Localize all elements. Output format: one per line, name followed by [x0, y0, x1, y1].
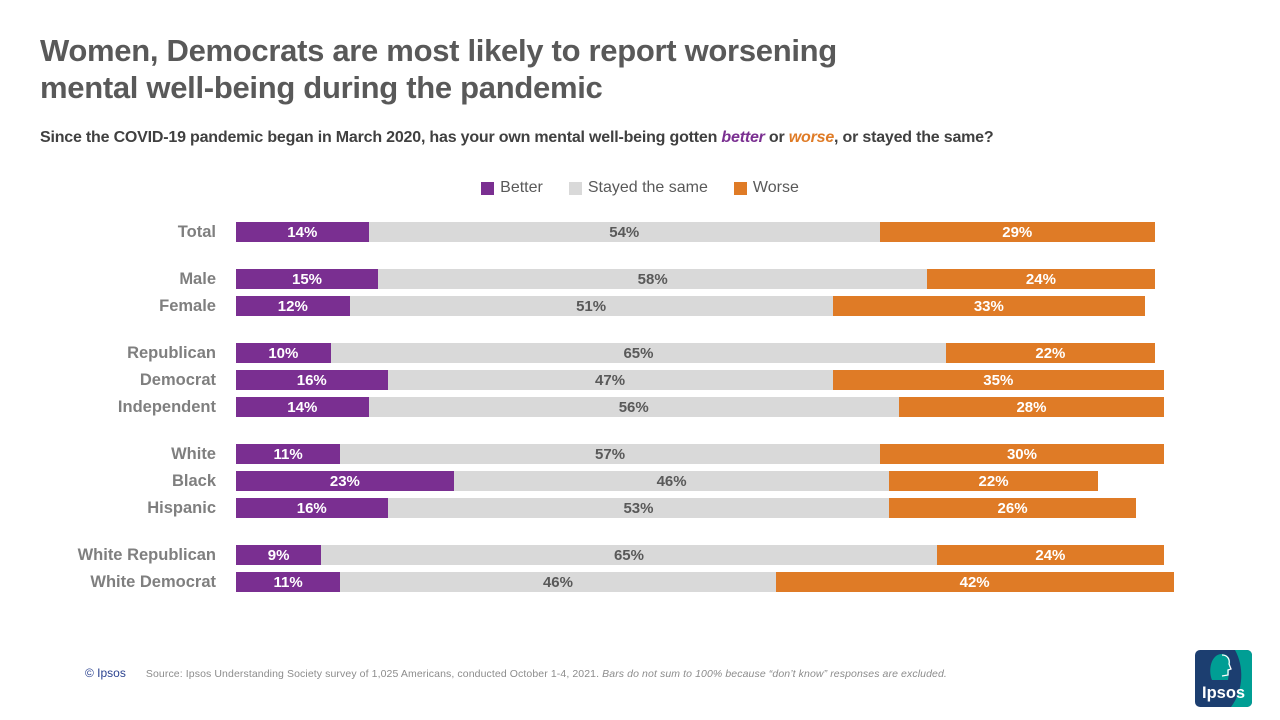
ipsos-logo-face-profile-icon — [1221, 654, 1232, 677]
legend: Better Stayed the same Worse — [0, 179, 1280, 197]
chart-row: Female 12% 51% 33% — [40, 296, 1203, 316]
category-label: Democrat — [139, 370, 216, 389]
source-note: Source: Ipsos Understanding Society surv… — [146, 668, 947, 680]
stacked-bar: 14% 54% 29% — [236, 222, 1183, 242]
chart-row: Republican 10% 65% 22% — [40, 343, 1203, 363]
category-label: White — [171, 444, 216, 463]
stacked-bar: 23% 46% 22% — [236, 471, 1183, 491]
chart-row: Democrat 16% 47% 35% — [40, 370, 1203, 390]
bar-segment-better: 11% — [236, 444, 341, 464]
bar-segment-worse: 26% — [889, 498, 1136, 518]
bar-segment-same: 51% — [349, 296, 833, 316]
stacked-bar: 10% 65% 22% — [236, 343, 1183, 363]
bar-segment-better: 16% — [236, 370, 388, 390]
bar-segment-worse: 24% — [927, 269, 1155, 289]
category-label: White Republican — [77, 545, 216, 564]
bar-segment-better: 16% — [236, 498, 388, 518]
bar-segment-better: 10% — [236, 343, 331, 363]
ipsos-logo-teal-curve — [1231, 650, 1252, 707]
bar-segment-same: 46% — [453, 471, 890, 491]
legend-label: Stayed the same — [587, 179, 708, 196]
chart-row: Total 14% 54% 29% — [40, 222, 1203, 242]
legend-swatch-icon — [733, 181, 747, 195]
category-label: Male — [179, 269, 216, 288]
category-label: Black — [171, 471, 216, 490]
survey-question-prefix: Since the COVID-19 pandemic began in Mar… — [40, 129, 722, 146]
ipsos-logo: Ipsos — [1195, 650, 1252, 707]
category-label: Republican — [127, 343, 216, 362]
bar-segment-same: 65% — [321, 545, 937, 565]
source-note-regular: Source: Ipsos Understanding Society surv… — [145, 668, 603, 680]
stacked-bar: 16% 53% 26% — [236, 498, 1183, 518]
bar-segment-same: 54% — [368, 222, 880, 242]
page-title-line2: mental well-being during the pandemic — [40, 70, 603, 105]
bar-segment-better: 23% — [236, 471, 454, 491]
page-title: Women, Democrats are most likely to repo… — [40, 32, 1140, 106]
chart-row: White Republican 9% 65% 24% — [40, 545, 1203, 565]
bar-segment-better: 9% — [236, 545, 322, 565]
chart-row: White Democrat 11% 46% 42% — [40, 572, 1203, 592]
chart-row: Hispanic 16% 53% 26% — [40, 498, 1203, 518]
stacked-bar: 12% 51% 33% — [236, 296, 1183, 316]
legend-label: Better — [500, 179, 543, 196]
bar-segment-worse: 42% — [775, 572, 1174, 592]
bar-segment-better: 14% — [236, 397, 369, 417]
stacked-bar: 9% 65% 24% — [236, 545, 1183, 565]
bar-segment-worse: 22% — [889, 471, 1098, 491]
bar-segment-same: 56% — [368, 397, 899, 417]
category-label: White Democrat — [90, 572, 216, 591]
bar-segment-same: 53% — [387, 498, 890, 518]
chart-row: Male 15% 58% 24% — [40, 269, 1203, 289]
stacked-bar: 14% 56% 28% — [236, 397, 1183, 417]
bar-segment-better: 12% — [236, 296, 350, 316]
stacked-bar: 11% 46% 42% — [236, 572, 1183, 592]
bar-segment-worse: 28% — [898, 397, 1165, 417]
bar-segment-worse: 30% — [879, 444, 1165, 464]
category-label: Independent — [117, 397, 216, 416]
chart-row: Black 23% 46% 22% — [40, 471, 1203, 491]
legend-item-same: Stayed the same — [568, 179, 708, 197]
copyright-text: © Ipsos — [85, 666, 126, 680]
survey-question: Since the COVID-19 pandemic began in Mar… — [40, 129, 1240, 147]
bar-segment-worse: 22% — [946, 343, 1155, 363]
category-label: Hispanic — [147, 498, 216, 517]
category-label: Total — [177, 222, 216, 241]
chart-rows: Total 14% 54% 29% Male 15% 58% 24% Female 12% 51% 3… — [40, 222, 1203, 599]
better-highlight: better — [721, 129, 765, 146]
category-label: Female — [159, 296, 216, 315]
bar-segment-same: 46% — [340, 572, 776, 592]
source-note-italic: Bars do not sum to 100% because “don’t k… — [602, 668, 947, 680]
legend-label: Worse — [752, 179, 799, 196]
bar-segment-worse: 33% — [832, 296, 1146, 316]
bar-segment-worse: 35% — [832, 370, 1165, 390]
bar-segment-worse: 29% — [879, 222, 1155, 242]
bar-segment-same: 65% — [330, 343, 947, 363]
stacked-bar: 16% 47% 35% — [236, 370, 1183, 390]
survey-question-suffix: , or stayed the same? — [834, 129, 994, 146]
stacked-bar: 11% 57% 30% — [236, 444, 1183, 464]
bar-segment-better: 11% — [236, 572, 341, 592]
ipsos-logo-wordmark: Ipsos — [1202, 684, 1245, 702]
bar-segment-same: 57% — [340, 444, 880, 464]
legend-swatch-icon — [481, 181, 495, 195]
stacked-bar: 15% 58% 24% — [236, 269, 1183, 289]
chart-row: Independent 14% 56% 28% — [40, 397, 1203, 417]
bar-segment-worse: 24% — [936, 545, 1165, 565]
ipsos-logo-head-icon — [1210, 653, 1231, 680]
legend-item-worse: Worse — [733, 179, 799, 197]
bar-segment-same: 58% — [378, 269, 928, 289]
legend-item-better: Better — [481, 179, 543, 197]
footer: © Ipsos Source: Ipsos Understanding Soci… — [85, 666, 947, 680]
bar-segment-better: 15% — [236, 269, 379, 289]
bar-segment-better: 14% — [236, 222, 369, 242]
worse-highlight: worse — [788, 129, 835, 146]
chart-row: White 11% 57% 30% — [40, 444, 1203, 464]
survey-question-or: or — [764, 129, 789, 146]
legend-swatch-icon — [568, 181, 582, 195]
page-title-line1: Women, Democrats are most likely to repo… — [40, 33, 837, 68]
bar-segment-same: 47% — [387, 370, 833, 390]
